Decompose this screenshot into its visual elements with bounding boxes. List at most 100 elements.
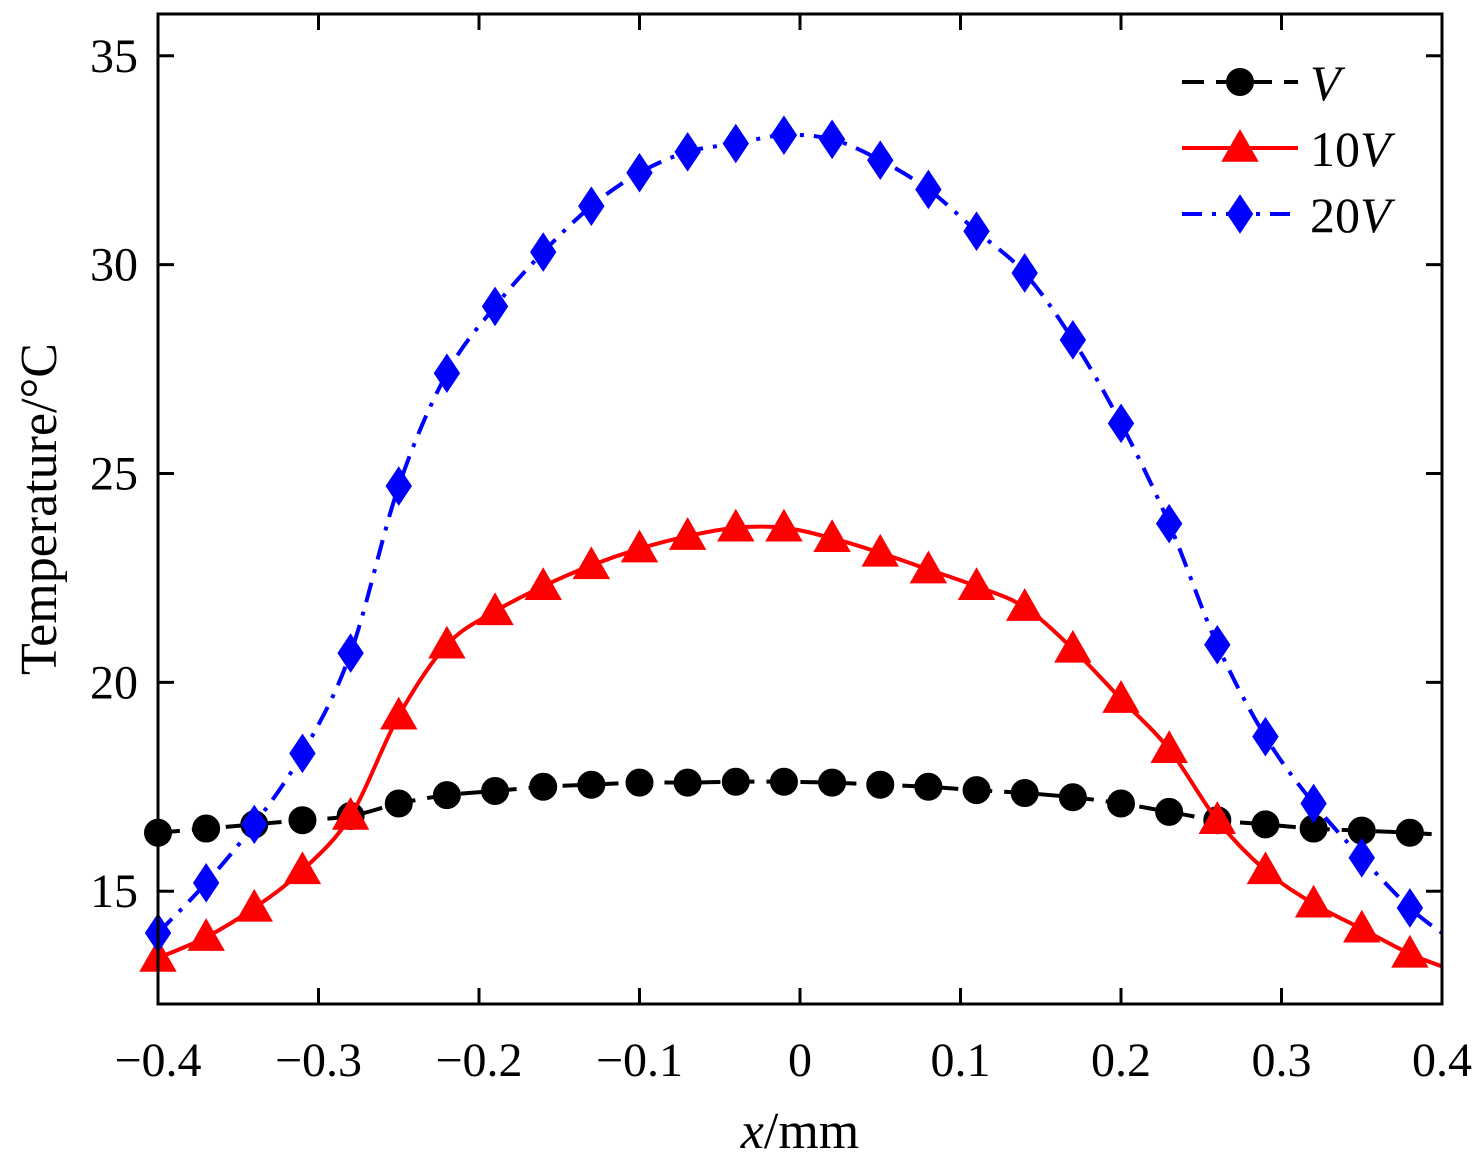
data-point-20V — [529, 232, 557, 272]
x-axis-ticks: −0.4 −0.3 −0.2 −0.1 0 0.1 0.2 0.3 0.4 — [114, 14, 1472, 1087]
y-tick-label: 30 — [90, 239, 138, 292]
data-point-V — [1155, 797, 1184, 826]
legend-label-20V: 20V — [1310, 187, 1396, 243]
data-point-20V — [1348, 837, 1375, 878]
data-point-V — [914, 772, 943, 801]
data-point-10V — [1246, 851, 1285, 885]
x-tick-label: 0.3 — [1252, 1034, 1312, 1087]
plot-frame — [156, 12, 1444, 1006]
data-point-V — [432, 781, 461, 810]
data-point-V — [384, 789, 413, 818]
data-point-10V — [909, 550, 948, 584]
legend-label-V: V — [1310, 55, 1346, 111]
y-axis-title: Temperature/°C — [11, 343, 68, 675]
data-point-10V — [476, 592, 514, 626]
data-point-V — [769, 767, 798, 796]
legend-label-prefix: 10 — [1310, 121, 1360, 177]
legend-marker-20V — [1226, 194, 1254, 234]
x-tick-label: −0.2 — [435, 1034, 522, 1087]
data-point-V — [962, 776, 991, 805]
data-point-V — [721, 767, 750, 796]
legend-label-10V: 10V — [1310, 121, 1396, 177]
data-point-10V — [1150, 730, 1188, 763]
plot-area — [158, 14, 1442, 1004]
data-point-10V — [524, 567, 562, 601]
x-tick-label: 0.1 — [931, 1034, 991, 1087]
y-axis-ticks: 15 20 25 30 35 — [90, 30, 1442, 918]
y-tick-label: 15 — [90, 865, 138, 918]
data-point-20V — [192, 863, 220, 903]
series-line-10V — [157, 524, 1443, 969]
data-point-V — [481, 776, 510, 805]
data-point-20V — [1396, 888, 1424, 928]
x-tick-label: 0.2 — [1091, 1034, 1151, 1087]
x-tick-label: −0.1 — [596, 1034, 683, 1087]
data-point-20V — [1204, 624, 1231, 665]
data-point-20V — [337, 633, 364, 673]
data-point-20V — [963, 211, 990, 252]
data-point-20V — [867, 140, 894, 181]
data-point-V — [1058, 783, 1087, 812]
series-line-20V — [156, 132, 1444, 935]
data-point-20V — [1107, 403, 1135, 444]
data-point-10V — [283, 851, 322, 885]
legend-marker-10V — [1221, 128, 1259, 162]
data-point-10V — [380, 696, 418, 730]
data-point-20V — [385, 466, 412, 506]
legend-label-unit: V — [1310, 55, 1346, 111]
x-tick-label: −0.4 — [114, 1034, 201, 1087]
data-point-20V — [674, 132, 701, 172]
data-point-10V — [235, 888, 274, 922]
data-point-20V — [1252, 716, 1279, 757]
data-point-V — [1251, 810, 1280, 839]
data-point-20V — [433, 353, 461, 394]
data-point-10V — [668, 517, 707, 550]
data-point-V — [192, 814, 221, 843]
legend-label-prefix: 20 — [1310, 187, 1360, 243]
x-axis-title: x/mm — [740, 1103, 859, 1160]
data-point-V — [866, 770, 895, 799]
y-tick-label: 20 — [90, 656, 138, 709]
data-point-V — [1107, 789, 1135, 818]
data-point-20V — [241, 804, 268, 845]
data-point-V — [288, 806, 317, 835]
legend-label-unit: V — [1360, 187, 1396, 243]
data-point-20V — [722, 123, 750, 164]
data-point-10V — [1391, 934, 1429, 968]
data-point-10V — [331, 797, 370, 830]
data-point-10V — [1005, 588, 1044, 621]
data-point-10V — [813, 519, 851, 552]
data-point-10V — [620, 529, 659, 563]
data-point-V — [1395, 818, 1424, 847]
y-tick-label: 25 — [90, 447, 138, 500]
data-point-10V — [1343, 909, 1381, 943]
data-point-20V — [578, 186, 605, 226]
data-point-10V — [717, 508, 755, 542]
x-tick-label: −0.3 — [275, 1034, 362, 1087]
series-layer — [139, 115, 1444, 972]
series-line-V — [157, 779, 1443, 837]
data-point-20V — [1155, 503, 1183, 544]
data-point-20V — [915, 169, 942, 210]
data-point-10V — [1198, 801, 1237, 834]
data-point-20V — [289, 733, 316, 774]
legend-label-unit: V — [1360, 121, 1396, 177]
x-tick-label: 0 — [788, 1034, 812, 1087]
data-point-20V — [1011, 253, 1038, 293]
data-point-V — [673, 768, 702, 797]
data-point-20V — [1300, 783, 1327, 824]
data-point-V — [1010, 779, 1039, 808]
data-point-V — [577, 770, 606, 799]
data-point-V — [818, 768, 847, 797]
y-tick-label: 35 — [90, 30, 138, 83]
data-point-20V — [481, 286, 509, 327]
series-20V — [144, 115, 1444, 953]
x-tick-label: 0.4 — [1412, 1034, 1472, 1087]
data-point-10V — [957, 567, 996, 601]
data-point-10V — [765, 508, 803, 542]
data-point-10V — [1054, 629, 1092, 663]
legend-marker-V — [1226, 68, 1254, 96]
data-point-10V — [1294, 884, 1333, 918]
data-point-10V — [428, 625, 466, 659]
